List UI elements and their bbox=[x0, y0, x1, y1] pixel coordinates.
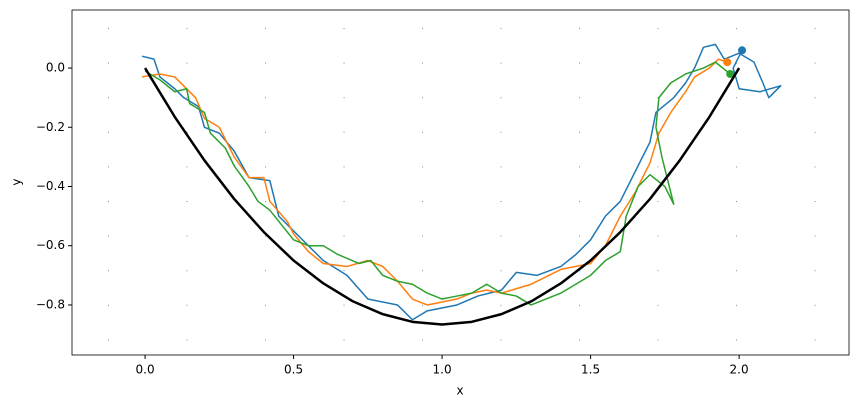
y-axis-label: y bbox=[10, 178, 24, 185]
x-tick-label: 2.0 bbox=[730, 363, 749, 377]
line bbox=[141, 58, 728, 306]
y-tick-label: −0.6 bbox=[36, 238, 65, 252]
y-tick-label: −0.8 bbox=[36, 297, 65, 311]
end-marker bbox=[726, 69, 735, 78]
line bbox=[141, 43, 782, 321]
end-marker bbox=[723, 58, 732, 67]
x-tick-label: 1.0 bbox=[433, 363, 452, 377]
y-tick-label: 0.0 bbox=[46, 61, 65, 75]
x-tick-label: 0.0 bbox=[136, 363, 155, 377]
y-tick-label: −0.2 bbox=[36, 120, 65, 134]
plot-frame bbox=[71, 9, 850, 356]
x-axis-label: x bbox=[456, 384, 463, 398]
x-tick-label: 0.5 bbox=[284, 363, 303, 377]
line bbox=[144, 61, 731, 306]
end-marker bbox=[738, 46, 747, 55]
line bbox=[143, 67, 741, 326]
y-tick-label: −0.4 bbox=[36, 179, 65, 193]
x-tick-label: 1.5 bbox=[581, 363, 600, 377]
